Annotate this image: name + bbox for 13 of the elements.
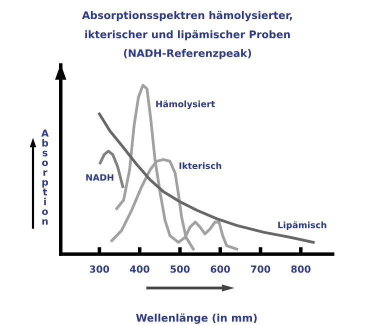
x-axis-title: Wellenlänge (in mm) xyxy=(136,314,257,324)
series-label: Ikterisch xyxy=(180,162,222,170)
x-tick-label: 700 xyxy=(251,265,270,273)
chart-title: Absorptionsspektren hämolysierter, ikterischer und lipämischer Proben (NADH-Referenzpeak) xyxy=(82,10,292,60)
series-label: Hämolysiert xyxy=(156,100,215,110)
x-tick-label: 400 xyxy=(130,265,150,273)
series-label: Lipämisch xyxy=(278,221,326,230)
x-tick-label: 500 xyxy=(170,265,190,273)
x-tick-label: 600 xyxy=(210,265,230,273)
x-tick-label: 300 xyxy=(90,265,110,273)
x-tick-label: 800 xyxy=(291,265,310,273)
series-label: NADH xyxy=(86,174,114,181)
text: Absorption xyxy=(41,130,49,225)
